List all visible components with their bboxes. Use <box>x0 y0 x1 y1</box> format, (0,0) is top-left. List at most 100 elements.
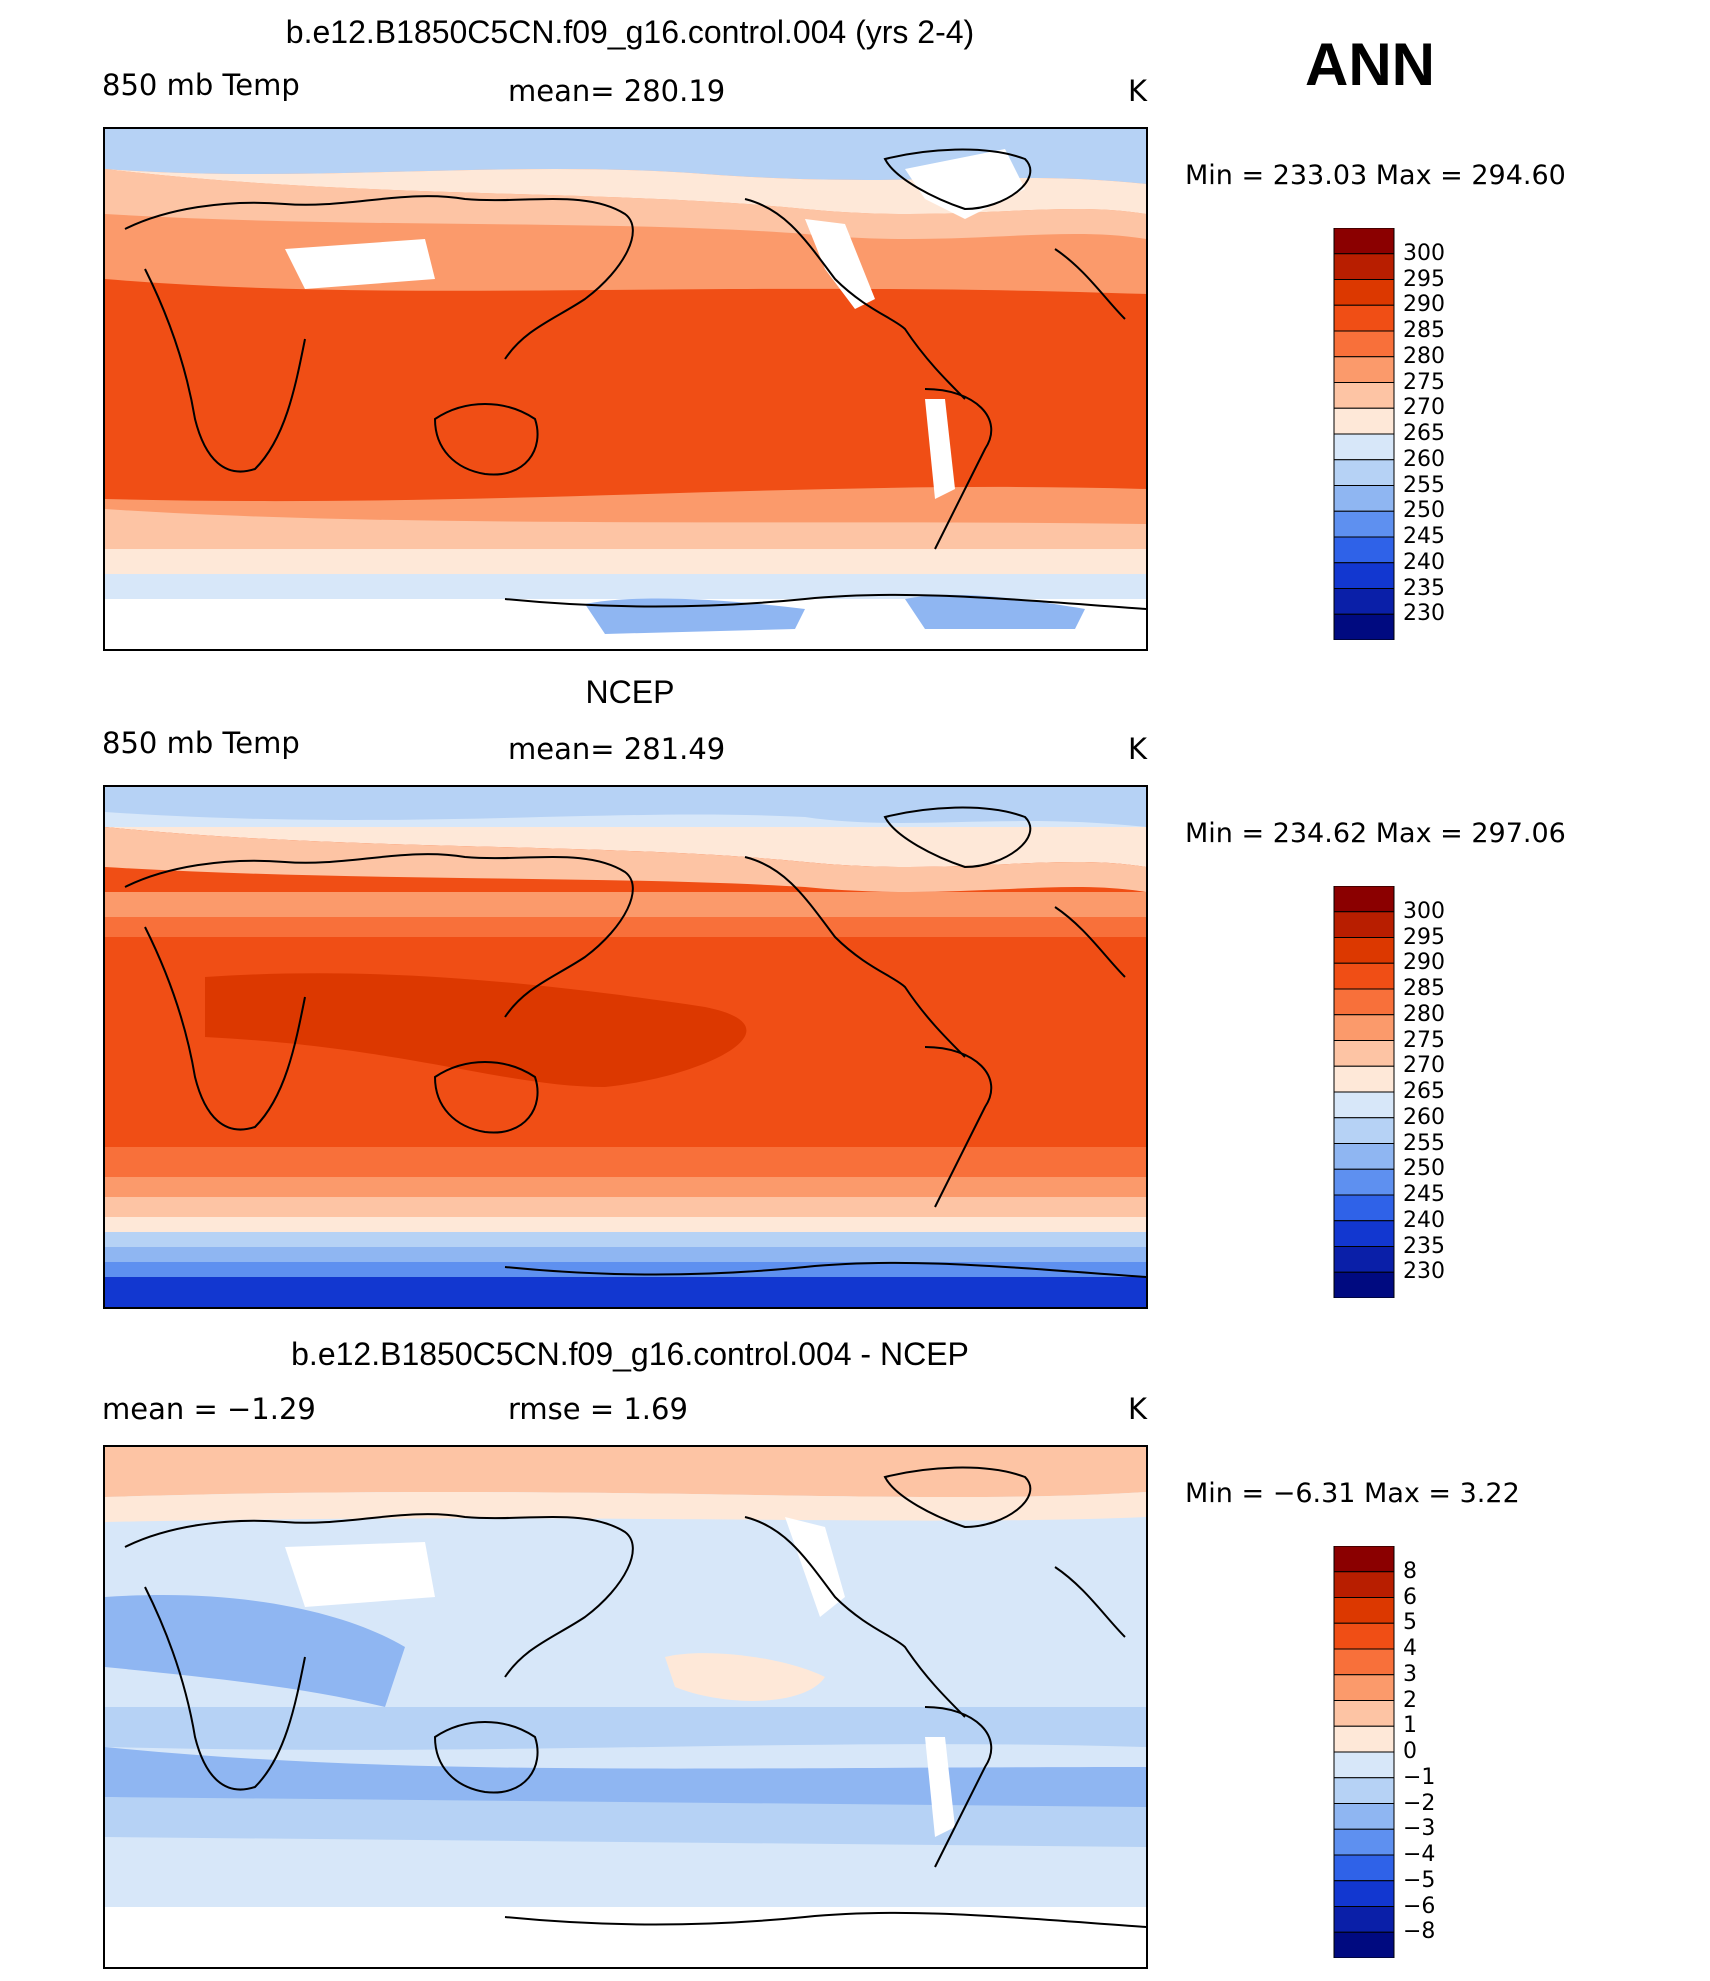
colorbar-label: −3 <box>1403 1816 1436 1842</box>
colorbar-swatch <box>1333 562 1395 589</box>
colorbar-label: 300 <box>1403 240 1445 266</box>
colorbar-label: 245 <box>1403 524 1445 549</box>
ncep-temperature-map <box>103 785 1148 1309</box>
panel-1-minmax: Min = 233.03 Max = 294.60 <box>1185 160 1566 191</box>
panel-3-minmax: Min = −6.31 Max = 3.22 <box>1185 1478 1520 1509</box>
colorbar-label: −8 <box>1403 1919 1436 1945</box>
season-label: ANN <box>1305 31 1435 98</box>
colorbar-swatch <box>1333 885 1395 913</box>
colorbar-label: 230 <box>1403 601 1445 627</box>
colorbar-swatch <box>1333 1220 1395 1247</box>
colorbar-swatch <box>1333 407 1395 435</box>
colorbar-label: 290 <box>1403 950 1445 976</box>
colorbar-label: 1 <box>1403 1713 1417 1739</box>
colorbar-swatch <box>1333 227 1395 255</box>
panel-2-minmax: Min = 234.62 Max = 297.06 <box>1185 818 1566 849</box>
panel-2-mean: mean= 281.49 <box>508 732 726 766</box>
colorbar-swatch <box>1333 1674 1395 1701</box>
colorbar-swatch <box>1333 1065 1395 1093</box>
colorbar-swatch <box>1333 1751 1395 1779</box>
colorbar-label: 290 <box>1403 292 1445 318</box>
colorbar-label: −4 <box>1403 1842 1436 1867</box>
colorbar-label: 275 <box>1403 369 1445 395</box>
colorbar-label: 285 <box>1403 318 1445 343</box>
colorbar-label: 240 <box>1403 1207 1445 1233</box>
colorbar-label: −6 <box>1403 1893 1436 1919</box>
colorbar-swatch <box>1333 1700 1395 1727</box>
colorbar-swatch <box>1333 1545 1395 1573</box>
colorbar-label: 240 <box>1403 549 1445 575</box>
colorbar-swatch <box>1333 1571 1395 1598</box>
colorbar-label: 285 <box>1403 976 1445 1001</box>
panel-1-variable: 850 mb Temp <box>102 68 300 102</box>
colorbar-label: 255 <box>1403 1130 1445 1156</box>
colorbar-label: 295 <box>1403 266 1445 292</box>
colorbar-swatch <box>1333 1725 1395 1753</box>
colorbar-label: 235 <box>1403 1233 1445 1259</box>
colorbar-label: 230 <box>1403 1259 1445 1285</box>
colorbar-swatch <box>1333 937 1395 964</box>
colorbar-label: 245 <box>1403 1182 1445 1207</box>
colorbar-label: 0 <box>1403 1739 1417 1764</box>
colorbar-label: 260 <box>1403 446 1445 472</box>
panel-2-colorbar <box>1333 885 1395 1303</box>
colorbar-swatch <box>1333 911 1395 938</box>
colorbar-swatch <box>1333 485 1395 512</box>
panel-3-rmse: rmse = 1.69 <box>508 1392 688 1426</box>
panel-2-colorbar-swatches <box>1333 885 1395 1299</box>
colorbar-swatch <box>1333 1880 1395 1907</box>
colorbar-label: 3 <box>1403 1661 1417 1687</box>
panel-1-colorbar <box>1333 227 1395 645</box>
model-temperature-map <box>103 127 1148 651</box>
colorbar-swatch <box>1333 1091 1395 1119</box>
colorbar-label: 235 <box>1403 575 1445 601</box>
panel-3-colorbar-swatches <box>1333 1545 1395 1959</box>
colorbar-swatch <box>1333 1143 1395 1170</box>
panel-1-units: K <box>1128 74 1148 108</box>
colorbar-label: 2 <box>1403 1687 1417 1713</box>
colorbar-swatch <box>1333 433 1395 461</box>
colorbar-label: 280 <box>1403 1001 1445 1027</box>
colorbar-swatch <box>1333 1014 1395 1041</box>
colorbar-label: 250 <box>1403 1156 1445 1182</box>
colorbar-swatch <box>1333 1622 1395 1650</box>
colorbar-swatch <box>1333 510 1395 538</box>
colorbar-label: 4 <box>1403 1636 1417 1661</box>
colorbar-swatch <box>1333 1194 1395 1222</box>
colorbar-swatch <box>1333 1906 1395 1933</box>
colorbar-swatch <box>1333 1040 1395 1067</box>
colorbar-swatch <box>1333 1597 1395 1624</box>
colorbar-swatch <box>1333 1803 1395 1830</box>
colorbar-swatch <box>1333 279 1395 306</box>
colorbar-swatch <box>1333 1648 1395 1676</box>
colorbar-swatch <box>1333 304 1395 332</box>
colorbar-label: −2 <box>1403 1790 1436 1816</box>
colorbar-swatch <box>1333 988 1395 1016</box>
colorbar-swatch <box>1333 1828 1395 1856</box>
colorbar-swatch <box>1333 253 1395 280</box>
panel-3-units: K <box>1128 1392 1148 1426</box>
colorbar-swatch <box>1333 1168 1395 1196</box>
colorbar-swatch <box>1333 459 1395 486</box>
colorbar-label: 280 <box>1403 343 1445 369</box>
panel-1-title: b.e12.B1850C5CN.f09_g16.control.004 (yrs… <box>285 14 975 50</box>
colorbar-label: 270 <box>1403 395 1445 421</box>
panel-3-colorbar <box>1333 1545 1395 1963</box>
colorbar-swatch <box>1333 356 1395 383</box>
panel-2-variable: 850 mb Temp <box>102 726 300 760</box>
colorbar-label: 300 <box>1403 898 1445 924</box>
colorbar-swatch <box>1333 588 1395 615</box>
colorbar-swatch <box>1333 1777 1395 1804</box>
colorbar-swatch <box>1333 613 1395 641</box>
panel-3-mean: mean = −1.29 <box>102 1392 316 1426</box>
colorbar-label: −1 <box>1403 1764 1436 1790</box>
panel-1-colorbar-swatches <box>1333 227 1395 641</box>
colorbar-swatch <box>1333 536 1395 564</box>
colorbar-label: 295 <box>1403 924 1445 950</box>
colorbar-label: 270 <box>1403 1053 1445 1079</box>
difference-map <box>103 1445 1148 1969</box>
colorbar-swatch <box>1333 382 1395 409</box>
colorbar-label: 265 <box>1403 421 1445 446</box>
colorbar-swatch <box>1333 962 1395 990</box>
colorbar-swatch <box>1333 330 1395 358</box>
